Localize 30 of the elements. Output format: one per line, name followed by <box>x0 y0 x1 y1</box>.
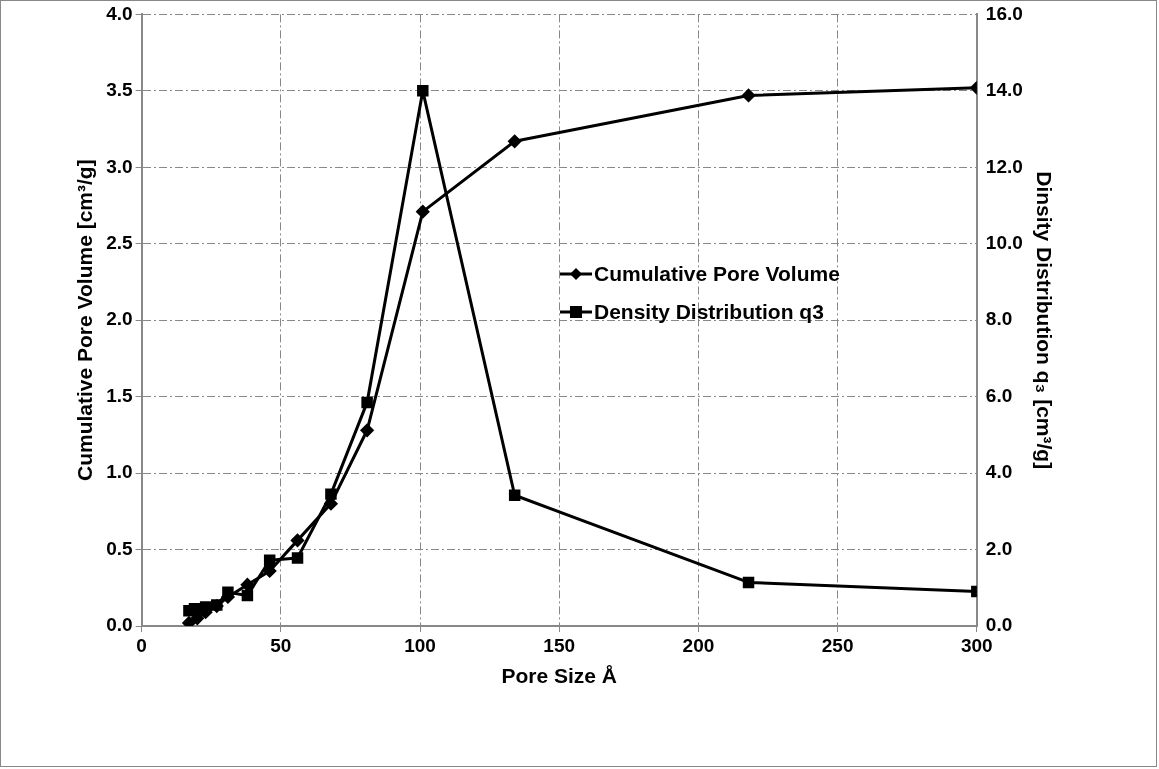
y-tick-label: 3.0 <box>106 155 133 177</box>
x-tick-label: 0 <box>136 634 147 656</box>
y2-tick-label: 4.0 <box>985 461 1013 483</box>
legend-label: Density Distribution q3 <box>594 300 824 324</box>
y2-tick-label: 8.0 <box>985 308 1013 330</box>
y-tick-label: 2.0 <box>106 308 133 330</box>
legend-label: Cumulative Pore Volume <box>594 262 840 286</box>
x-tick-label: 250 <box>821 634 854 656</box>
x-tick-label: 300 <box>960 634 993 656</box>
y-tick-label: 3.5 <box>106 79 134 101</box>
y2-tick-label: 10.0 <box>985 231 1023 253</box>
y-axis-title: Cumulative Pore Volume [cm³/g] <box>73 159 97 482</box>
y2-tick-label: 6.0 <box>985 384 1013 406</box>
y2-tick-label: 12.0 <box>985 155 1023 177</box>
y2-tick-label: 14.0 <box>985 79 1023 101</box>
x-tick-label: 50 <box>270 634 292 656</box>
x-tick-label: 200 <box>682 634 715 656</box>
y2-tick-label: 2.0 <box>985 537 1013 559</box>
y2-tick-label: 0.0 <box>985 614 1013 636</box>
x-tick-label: 100 <box>404 634 436 656</box>
y2-axis-title: Dinsity Distribution q₃ [cm³/g] <box>1032 171 1056 470</box>
y2-tick-label: 16.0 <box>985 2 1023 24</box>
y-tick-label: 4.0 <box>106 2 133 24</box>
y-tick-label: 0.5 <box>106 537 134 559</box>
y-tick-label: 1.5 <box>106 384 134 406</box>
y-tick-label: 1.0 <box>106 461 133 483</box>
y-tick-label: 0.0 <box>106 614 133 636</box>
y-tick-label: 2.5 <box>106 231 134 253</box>
x-tick-label: 150 <box>543 634 576 656</box>
x-axis-title: Pore Size Å <box>501 664 617 688</box>
